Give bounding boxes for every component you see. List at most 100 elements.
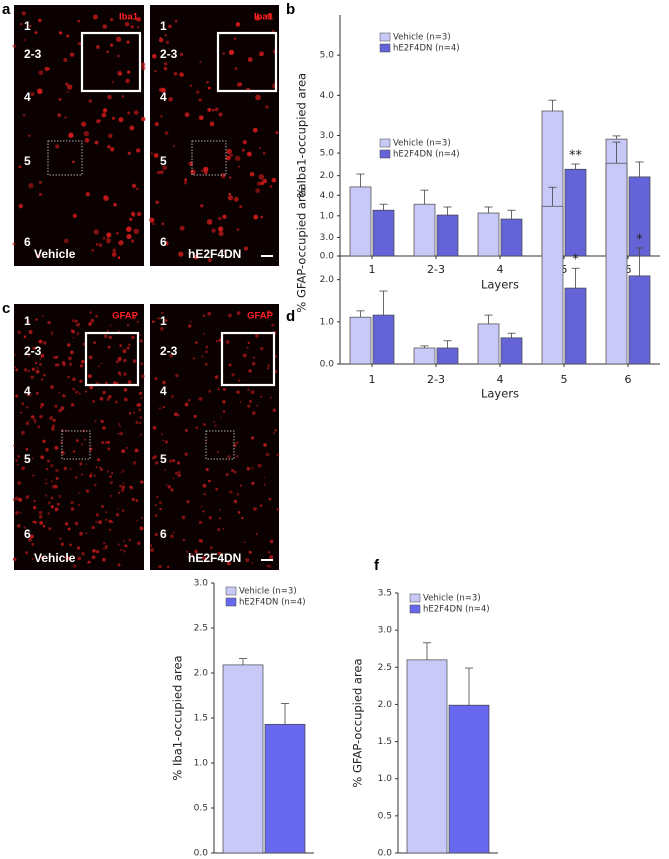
cell [135,187,139,190]
cell [119,374,122,377]
cell [200,204,204,208]
cell [18,203,24,209]
cell [33,499,36,503]
cell [87,560,91,564]
cell [162,405,165,409]
cell [275,131,279,135]
cell [193,254,199,260]
cell [115,360,119,364]
cell [36,254,41,259]
bar [413,203,436,257]
cell [35,391,39,395]
cell [156,170,161,175]
x-tick-label: 4 [497,373,504,386]
cell [12,557,17,562]
error-bar [484,206,493,214]
cell [242,353,247,358]
legend-swatch [409,593,421,603]
legend-label: Vehicle (n=3) [239,587,297,597]
y-tick-label: 1.0 [194,759,209,769]
cell [162,380,166,385]
cell [94,420,97,423]
cell [101,441,105,445]
cell [31,367,35,371]
cell [227,455,231,459]
layer-label: 4 [24,90,31,104]
cell [23,335,27,339]
cell [252,127,258,133]
layer-label: 1 [160,19,167,33]
cell [16,524,21,528]
cell [139,433,143,436]
cell [79,379,83,383]
cell [50,464,54,468]
cell [17,481,22,485]
cell [62,394,66,398]
cell [234,155,241,162]
cell [179,72,184,77]
cell [138,421,142,425]
cell [22,467,25,470]
cell [229,176,232,179]
micrograph: 1 2-3 4 5 6 Iba1 hE2F4DN [149,5,279,266]
cell [44,66,49,72]
cell [51,424,56,428]
cell [218,231,224,237]
cell [91,555,96,560]
layer-label: 4 [160,384,167,398]
cell [93,229,99,235]
cell [117,371,121,375]
cell [68,132,74,138]
error-bar [548,99,557,111]
cell [169,353,173,358]
cell [104,441,108,444]
cell [66,556,71,561]
cell [79,462,83,466]
cell [118,491,121,494]
cell [158,87,164,92]
cell [49,416,53,420]
cell [17,330,21,334]
cell [217,551,222,556]
cell [165,40,170,45]
cell [233,470,237,474]
y-tick-label: 5.0 [320,51,335,61]
cell [93,483,97,487]
cell [115,36,122,42]
cell [92,549,96,553]
cell [77,556,82,561]
cell [222,527,225,530]
image-background [150,5,279,266]
cell [171,395,174,398]
cell [204,363,208,366]
cell [60,542,64,546]
cell [127,151,131,155]
cell [30,394,33,396]
cell [271,177,277,183]
bar [564,287,587,365]
cell [140,396,143,399]
cell [235,455,239,458]
cell [251,361,256,366]
cell [209,546,213,550]
cell [102,24,107,29]
cell [109,324,112,327]
cell [74,319,78,323]
cell [170,534,174,539]
cell [45,482,48,485]
cell [251,561,254,564]
cell [247,341,250,344]
error-bar [379,290,388,316]
cell [140,480,144,484]
cell [194,549,198,554]
cell [78,492,80,494]
cell [248,550,252,554]
cell [70,500,74,505]
cell [253,356,256,359]
y-tick-label: 2.0 [194,669,209,679]
cell [273,432,276,435]
cell [112,248,117,253]
cell [107,447,111,451]
cell [57,113,62,118]
cell [141,374,145,379]
